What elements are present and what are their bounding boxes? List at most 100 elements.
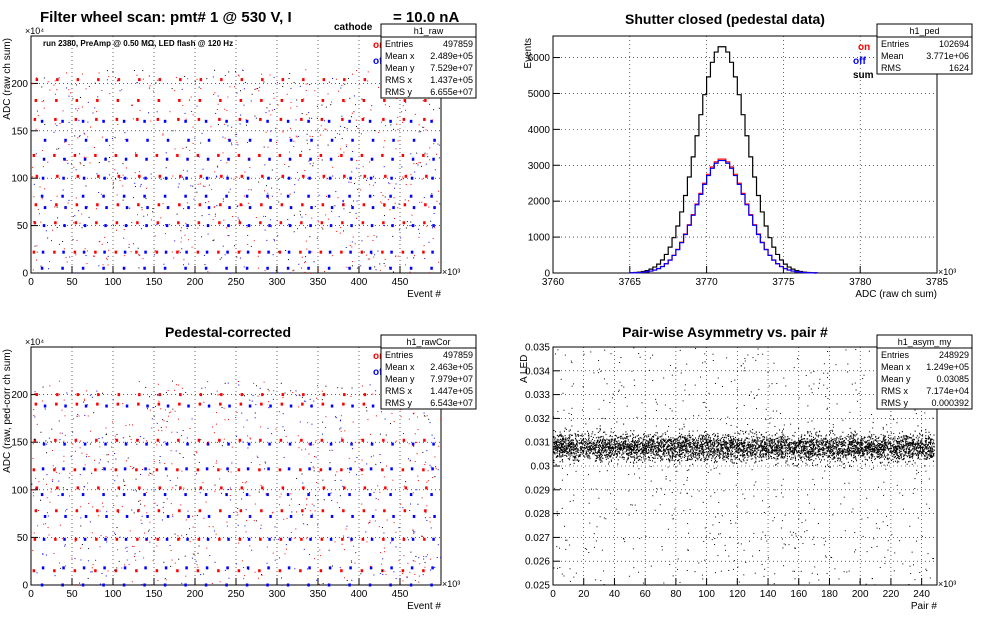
point-band bbox=[581, 446, 583, 448]
point-band bbox=[867, 452, 869, 454]
point-scatter bbox=[114, 137, 116, 139]
point-band bbox=[763, 447, 765, 449]
point-scatter bbox=[108, 454, 110, 456]
point-scatter bbox=[325, 106, 327, 108]
point-scatter bbox=[318, 471, 320, 473]
point-scatter bbox=[326, 195, 328, 197]
point-off bbox=[307, 266, 310, 270]
point-scatter bbox=[402, 121, 404, 123]
point-band bbox=[689, 437, 691, 439]
point-band bbox=[738, 438, 740, 440]
point-band bbox=[740, 454, 742, 456]
stats-value: 3.771e+06 bbox=[926, 51, 969, 61]
point-band bbox=[736, 456, 738, 458]
point-band bbox=[554, 442, 556, 444]
point-off bbox=[62, 467, 65, 471]
point-scatter bbox=[131, 509, 133, 511]
point-scatter bbox=[150, 219, 152, 221]
point-band bbox=[554, 443, 556, 446]
point-scatter bbox=[381, 527, 383, 529]
point-off bbox=[431, 566, 434, 570]
point-scatter bbox=[112, 186, 114, 188]
point-scatter bbox=[157, 579, 159, 581]
point-band bbox=[713, 450, 715, 452]
point-on bbox=[362, 402, 366, 406]
point-scatter bbox=[395, 255, 397, 257]
point-band bbox=[853, 452, 855, 454]
point-scatter bbox=[198, 86, 200, 88]
point-scatter bbox=[396, 123, 398, 125]
point-scatter bbox=[347, 77, 349, 79]
point-band bbox=[565, 449, 567, 451]
point-on bbox=[382, 117, 385, 121]
point-scatter bbox=[40, 265, 42, 267]
point-scatter bbox=[295, 135, 297, 137]
point-band bbox=[618, 447, 620, 449]
point-band bbox=[932, 442, 934, 445]
point-scatter bbox=[228, 71, 230, 73]
point-scatter bbox=[92, 506, 94, 508]
point-band bbox=[792, 462, 794, 465]
point-off bbox=[268, 537, 271, 541]
point-band bbox=[623, 447, 625, 449]
point-off bbox=[62, 176, 65, 180]
point-band bbox=[689, 445, 691, 447]
point-band bbox=[557, 441, 559, 443]
point-scatter bbox=[191, 557, 193, 559]
point-band bbox=[744, 456, 746, 458]
point-band bbox=[601, 461, 603, 463]
stats-label: RMS y bbox=[385, 87, 413, 97]
point-band bbox=[601, 446, 603, 448]
point-band bbox=[562, 435, 564, 438]
point-band bbox=[687, 453, 689, 455]
point-off bbox=[348, 194, 351, 198]
point-band bbox=[762, 439, 764, 441]
point-band bbox=[776, 445, 778, 447]
point-scatter bbox=[181, 88, 183, 90]
point-off bbox=[246, 467, 250, 471]
point-scatter bbox=[429, 521, 431, 523]
point-band bbox=[659, 450, 661, 452]
point-scatter bbox=[230, 488, 232, 490]
point-scatter bbox=[397, 207, 399, 209]
point-scatter bbox=[141, 209, 143, 211]
point-scatter bbox=[295, 119, 297, 121]
point-band bbox=[871, 457, 873, 459]
point-band bbox=[860, 440, 862, 442]
point-scatter bbox=[400, 409, 402, 411]
point-scatter bbox=[139, 254, 141, 256]
point-scatter bbox=[336, 471, 338, 473]
point-scatter bbox=[328, 549, 330, 551]
point-band bbox=[846, 448, 848, 450]
point-band bbox=[854, 450, 856, 452]
point-band bbox=[632, 434, 634, 436]
point-scatter bbox=[216, 175, 218, 177]
x-tick-label: 3775 bbox=[772, 277, 795, 288]
point-band bbox=[562, 442, 564, 445]
point-scatter bbox=[217, 124, 219, 126]
point-off bbox=[146, 514, 149, 518]
point-band bbox=[580, 435, 582, 437]
point-band bbox=[691, 451, 693, 453]
point-band bbox=[711, 459, 713, 462]
point-scatter bbox=[380, 191, 382, 193]
point-band bbox=[589, 452, 591, 454]
point-band bbox=[920, 429, 922, 432]
point-band bbox=[765, 445, 767, 448]
point-scatter bbox=[54, 93, 56, 95]
point-scatter bbox=[427, 470, 429, 472]
point-band bbox=[816, 435, 818, 437]
point-scatter bbox=[59, 123, 61, 125]
point-scatter bbox=[411, 196, 413, 198]
point-band bbox=[690, 453, 692, 455]
point-scatter bbox=[34, 391, 36, 393]
point-on bbox=[94, 569, 97, 573]
point-scatter bbox=[281, 176, 283, 178]
point-scatter bbox=[216, 390, 218, 392]
point-scatter bbox=[159, 456, 161, 458]
point-band bbox=[842, 445, 844, 447]
point-band bbox=[588, 454, 590, 456]
point-band bbox=[898, 445, 900, 448]
point-band bbox=[599, 425, 601, 427]
point-band bbox=[562, 440, 564, 442]
